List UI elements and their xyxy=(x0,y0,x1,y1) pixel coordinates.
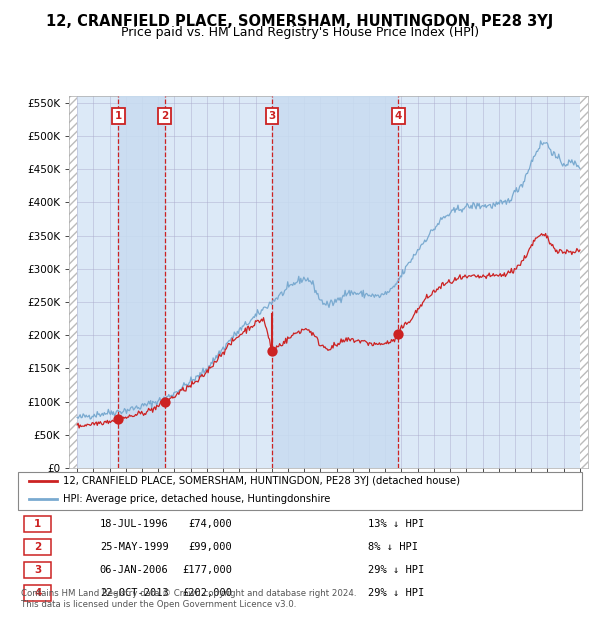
Text: 8% ↓ HPI: 8% ↓ HPI xyxy=(368,542,418,552)
Text: 4: 4 xyxy=(34,588,41,598)
Point xyxy=(113,414,123,424)
Point xyxy=(267,345,277,355)
Text: Contains HM Land Registry data © Crown copyright and database right 2024.
This d: Contains HM Land Registry data © Crown c… xyxy=(21,590,356,609)
Text: 3: 3 xyxy=(34,565,41,575)
Text: 2: 2 xyxy=(161,111,169,121)
Text: 29% ↓ HPI: 29% ↓ HPI xyxy=(368,565,424,575)
Text: 1: 1 xyxy=(115,111,122,121)
Bar xyxy=(272,96,398,468)
Text: 22-OCT-2013: 22-OCT-2013 xyxy=(100,588,169,598)
Text: 12, CRANFIELD PLACE, SOMERSHAM, HUNTINGDON, PE28 3YJ (detached house): 12, CRANFIELD PLACE, SOMERSHAM, HUNTINGD… xyxy=(63,476,460,485)
Text: Price paid vs. HM Land Registry's House Price Index (HPI): Price paid vs. HM Land Registry's House … xyxy=(121,26,479,39)
Text: 13% ↓ HPI: 13% ↓ HPI xyxy=(368,519,424,529)
Bar xyxy=(24,516,51,533)
Bar xyxy=(24,585,51,601)
Text: 18-JUL-1996: 18-JUL-1996 xyxy=(100,519,169,529)
Point xyxy=(160,397,169,407)
Text: £202,000: £202,000 xyxy=(182,588,232,598)
Point xyxy=(394,329,403,339)
Bar xyxy=(118,96,164,468)
Bar xyxy=(24,562,51,578)
Bar xyxy=(24,539,51,556)
Text: 29% ↓ HPI: 29% ↓ HPI xyxy=(368,588,424,598)
Text: 3: 3 xyxy=(268,111,275,121)
Text: 12, CRANFIELD PLACE, SOMERSHAM, HUNTINGDON, PE28 3YJ: 12, CRANFIELD PLACE, SOMERSHAM, HUNTINGD… xyxy=(46,14,554,29)
Text: 06-JAN-2006: 06-JAN-2006 xyxy=(100,565,169,575)
Text: £99,000: £99,000 xyxy=(188,542,232,552)
Text: HPI: Average price, detached house, Huntingdonshire: HPI: Average price, detached house, Hunt… xyxy=(63,494,331,504)
Text: £74,000: £74,000 xyxy=(188,519,232,529)
Text: 2: 2 xyxy=(34,542,41,552)
Text: 4: 4 xyxy=(395,111,402,121)
Text: £177,000: £177,000 xyxy=(182,565,232,575)
Text: 25-MAY-1999: 25-MAY-1999 xyxy=(100,542,169,552)
Text: 1: 1 xyxy=(34,519,41,529)
